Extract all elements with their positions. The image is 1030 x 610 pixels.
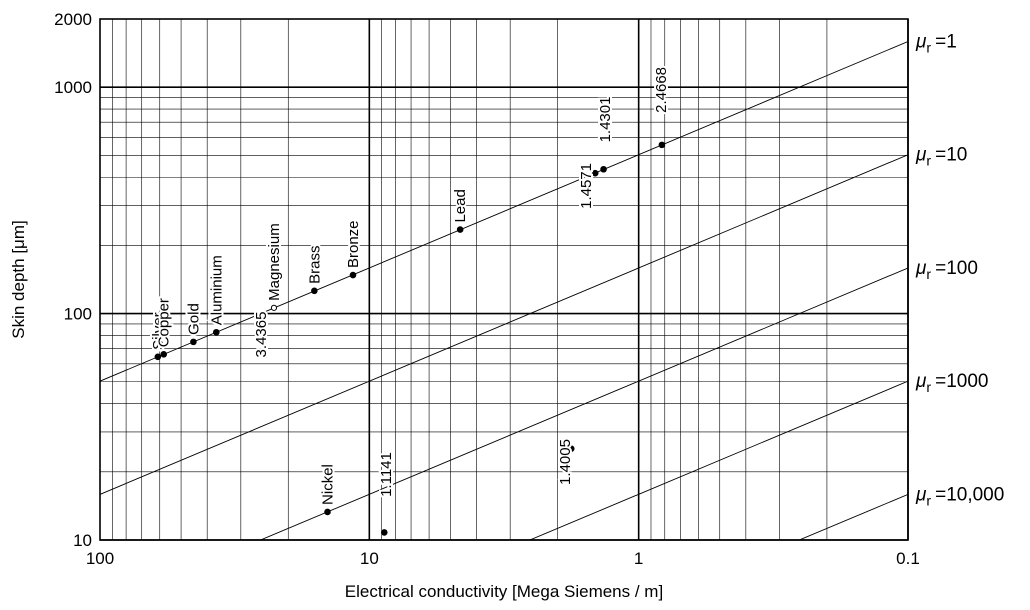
material-label: Nickel (319, 464, 336, 505)
material-point (311, 287, 318, 295)
mu-lines (100, 41, 908, 540)
mu-label: μr =10 (915, 145, 967, 169)
material-label: Magnesium (266, 223, 283, 301)
y-tick-label: 1000 (54, 78, 92, 97)
value-annotation: 1.4301 (597, 97, 614, 143)
material-point (270, 304, 278, 311)
x-axis-title: Electrical conductivity [Mega Siemens / … (345, 582, 663, 601)
mu-label: μr =1000 (915, 371, 988, 395)
annotations: 3.4365 1.4571 1.4301 2.4668 1.1141 1.4005 (251, 65, 672, 499)
mu-line (100, 41, 908, 382)
material-point (380, 529, 388, 536)
value-annotation: 1.4005 (557, 439, 574, 485)
material-point (154, 353, 162, 361)
mu-labels: μr =1 μr =10 μr =100 μr =1000 μr =10,000 (915, 31, 1004, 508)
mu-line (528, 380, 908, 540)
material-label: Copper (156, 298, 173, 347)
material-label: Bronze (345, 220, 362, 268)
material-point (591, 169, 599, 177)
material-point (658, 141, 666, 149)
x-tick-label: 0.1 (896, 549, 920, 568)
material-point (567, 445, 575, 453)
material-label: Brass (306, 246, 323, 284)
material-point (160, 350, 168, 358)
material-label: Aluminium (208, 255, 225, 325)
x-tick-label: 10 (360, 549, 379, 568)
material-label: Lead (452, 189, 469, 222)
material-point (600, 165, 607, 173)
material-point (190, 338, 197, 346)
mu-label: μr =10,000 (915, 484, 1004, 508)
x-tick-label: 100 (86, 549, 114, 568)
material-label: Silver (150, 312, 167, 350)
y-axis-title: Skin depth [μm] (9, 220, 28, 338)
mu-label: μr =100 (915, 258, 978, 282)
value-annotation: 1.1141 (378, 452, 395, 497)
value-annotation: 3.4365 (253, 312, 270, 358)
material-point (456, 226, 464, 233)
material-point (349, 271, 357, 279)
plot-frame (99, 18, 909, 541)
mu-label: μr =1 (915, 31, 957, 55)
mu-line (798, 493, 908, 540)
x-tick-label: 1 (634, 549, 643, 568)
material-point (212, 328, 220, 336)
material-label: Gold (185, 303, 202, 335)
mu-line (100, 154, 908, 495)
y-tick-label: 2000 (54, 10, 92, 29)
value-annotation: 2.4668 (653, 67, 670, 113)
y-tick-label: 10 (73, 531, 92, 550)
material-point (324, 508, 331, 516)
value-annotation: 1.4571 (578, 163, 595, 209)
mu-line (259, 267, 908, 540)
y-tick-label: 100 (64, 305, 92, 324)
